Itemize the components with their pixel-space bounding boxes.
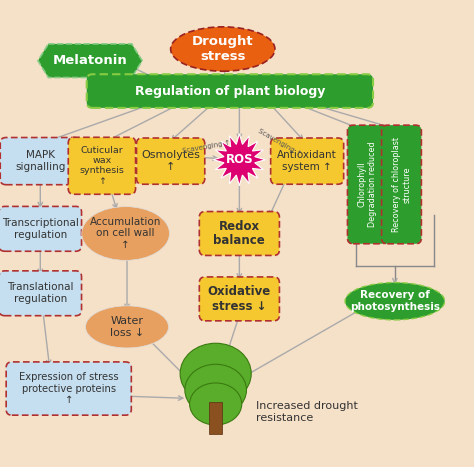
Ellipse shape [86,306,169,348]
Ellipse shape [82,206,169,260]
Text: Recovery of chloroplast
structure: Recovery of chloroplast structure [392,137,411,232]
Text: Redox
balance: Redox balance [213,219,265,248]
Text: ROS: ROS [226,153,253,166]
Polygon shape [213,134,265,186]
FancyBboxPatch shape [0,206,82,251]
Text: Osmolytes
↑: Osmolytes ↑ [141,150,200,172]
FancyBboxPatch shape [0,271,82,316]
FancyBboxPatch shape [137,138,205,184]
FancyBboxPatch shape [271,138,344,184]
Ellipse shape [171,27,275,71]
FancyBboxPatch shape [87,74,373,108]
Text: MAPK
signalling: MAPK signalling [15,150,65,172]
Text: Antioxidant
system ↑: Antioxidant system ↑ [277,150,337,172]
Text: Chlorophyll
Degradation reduced: Chlorophyll Degradation reduced [358,142,377,227]
FancyBboxPatch shape [68,137,136,194]
Text: Oxidative
stress ↓: Oxidative stress ↓ [208,285,271,313]
Text: Scavenging ↑: Scavenging ↑ [182,140,231,154]
Text: Water
loss ↓: Water loss ↓ [110,316,144,338]
Ellipse shape [185,364,246,416]
FancyBboxPatch shape [0,137,80,184]
Text: Scavenging ↑: Scavenging ↑ [257,128,302,157]
Text: Melatonin: Melatonin [53,54,128,67]
Bar [209,402,222,434]
Text: Transcriptional
regulation: Transcriptional regulation [2,218,79,240]
FancyBboxPatch shape [382,125,421,244]
FancyBboxPatch shape [6,362,131,415]
Text: Drought
stress: Drought stress [192,35,254,63]
Polygon shape [38,44,142,78]
Ellipse shape [180,343,251,404]
Text: Cuticular
wax
synthesis
↑: Cuticular wax synthesis ↑ [80,146,124,186]
Text: Regulation of plant biology: Regulation of plant biology [135,85,325,98]
FancyBboxPatch shape [347,125,387,244]
Ellipse shape [190,383,242,425]
Text: Translational
regulation: Translational regulation [7,283,73,304]
Text: Recovery of
photosynthesis: Recovery of photosynthesis [350,290,440,312]
FancyBboxPatch shape [199,212,279,255]
FancyBboxPatch shape [199,277,279,321]
Text: Accumulation
on cell wall
↑: Accumulation on cell wall ↑ [90,217,161,250]
Ellipse shape [345,283,445,320]
Text: Expression of stress
protective proteins
↑: Expression of stress protective proteins… [19,372,118,405]
Text: Increased drought
resistance: Increased drought resistance [256,401,358,423]
